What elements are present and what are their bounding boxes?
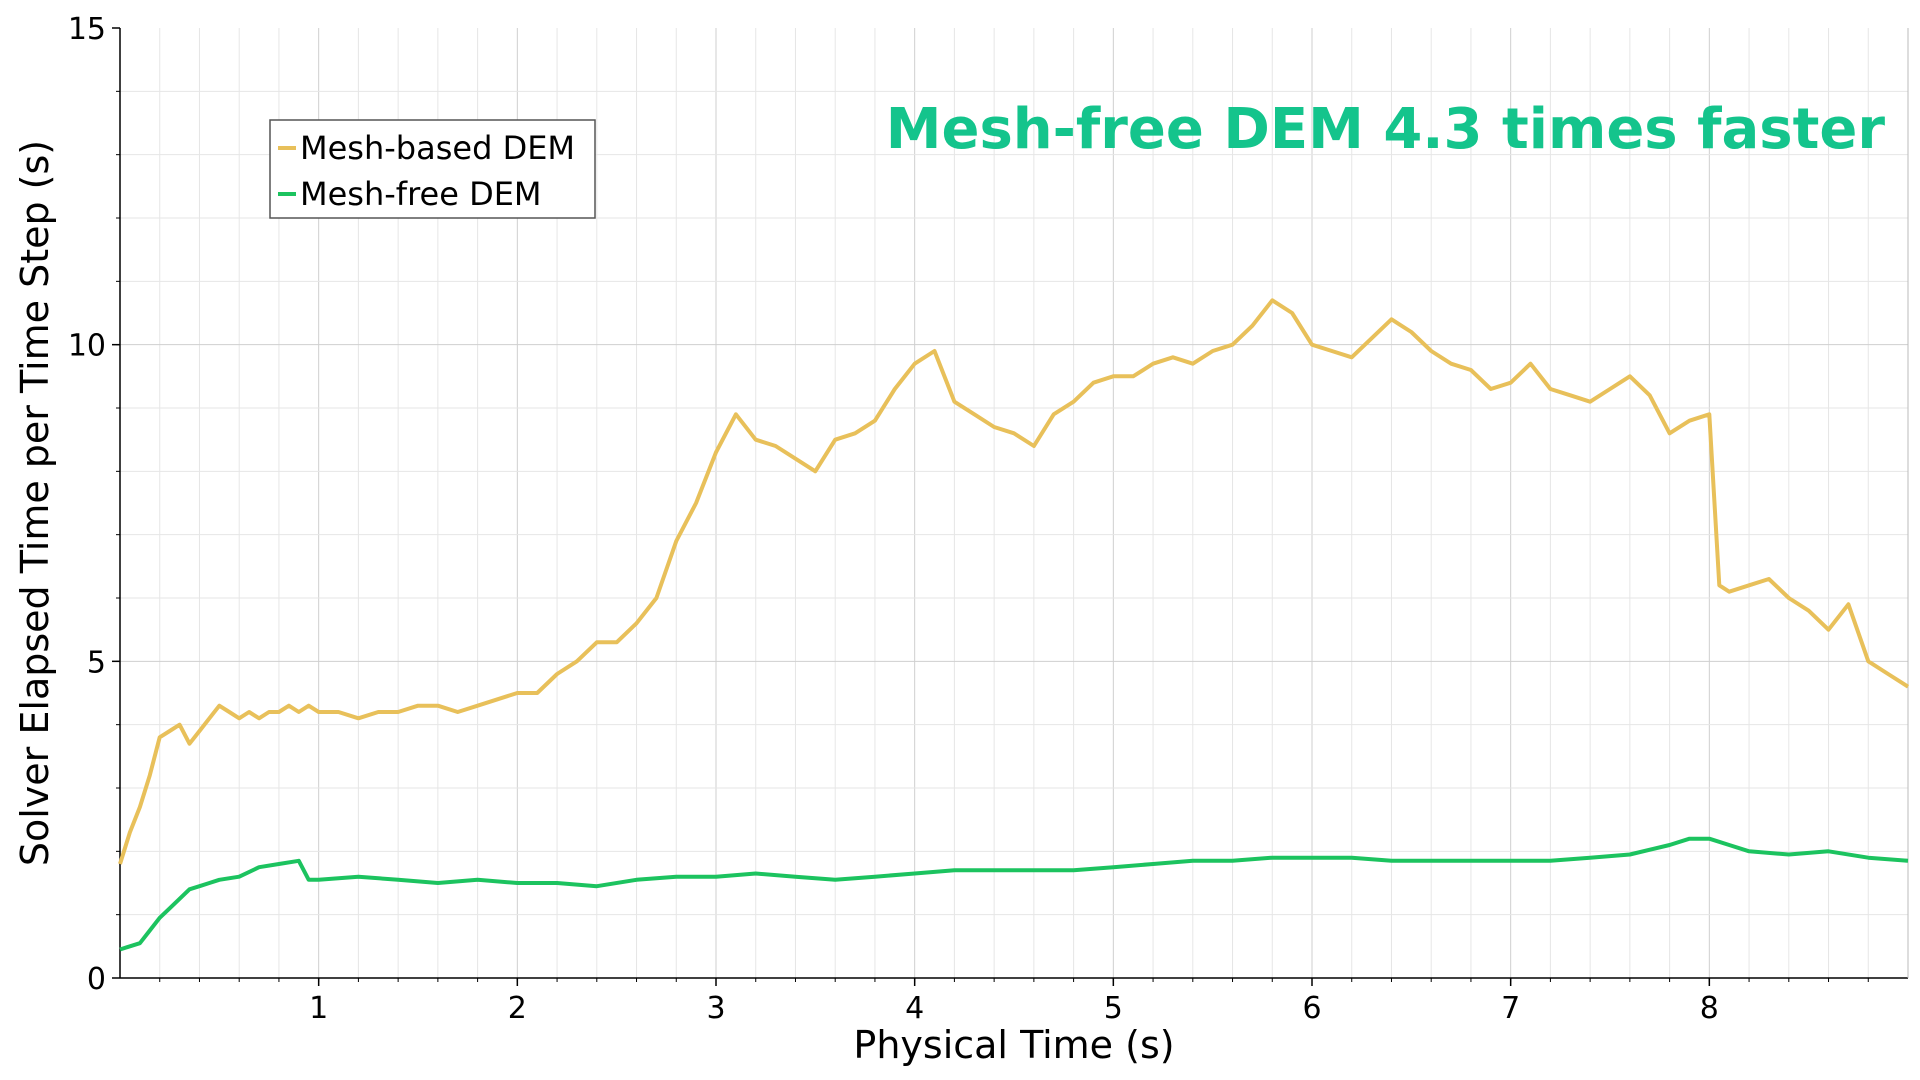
- y-tick-label: 5: [87, 645, 106, 680]
- tick-labels: 1 2 3 4 5 6 7 8 0 5 10 15: [68, 12, 1719, 1026]
- y-tick-label: 0: [87, 962, 106, 997]
- legend-box: [269, 119, 596, 219]
- legend-label-mesh-free: Mesh-free DEM: [300, 175, 542, 213]
- x-tick-label: 1: [309, 991, 328, 1026]
- x-tick-label: 4: [905, 991, 924, 1026]
- x-tick-label: 2: [508, 991, 527, 1026]
- x-tick-label: 7: [1501, 991, 1520, 1026]
- y-tick-label: 10: [68, 329, 106, 364]
- axes: [112, 27, 1909, 986]
- x-tick-label: 3: [706, 991, 725, 1026]
- x-tick-label: 8: [1700, 991, 1719, 1026]
- series-line-mesh-based: [118, 298, 1910, 865]
- x-axis-title: Physical Time (s): [853, 1023, 1174, 1067]
- series-line-mesh-free: [119, 836, 1909, 952]
- legend-label-mesh-based: Mesh-based DEM: [300, 129, 575, 167]
- x-tick-label: 5: [1104, 991, 1123, 1026]
- x-tick-label: 6: [1302, 991, 1321, 1026]
- y-axis-title: Solver Elapsed Time per Time Step (s): [13, 140, 57, 866]
- legend: Mesh-based DEM Mesh-free DEM: [269, 119, 596, 219]
- annotation-text: Mesh-free DEM 4.3 times faster: [886, 97, 1886, 162]
- y-tick-label: 15: [68, 12, 106, 47]
- series-lines: [118, 298, 1910, 952]
